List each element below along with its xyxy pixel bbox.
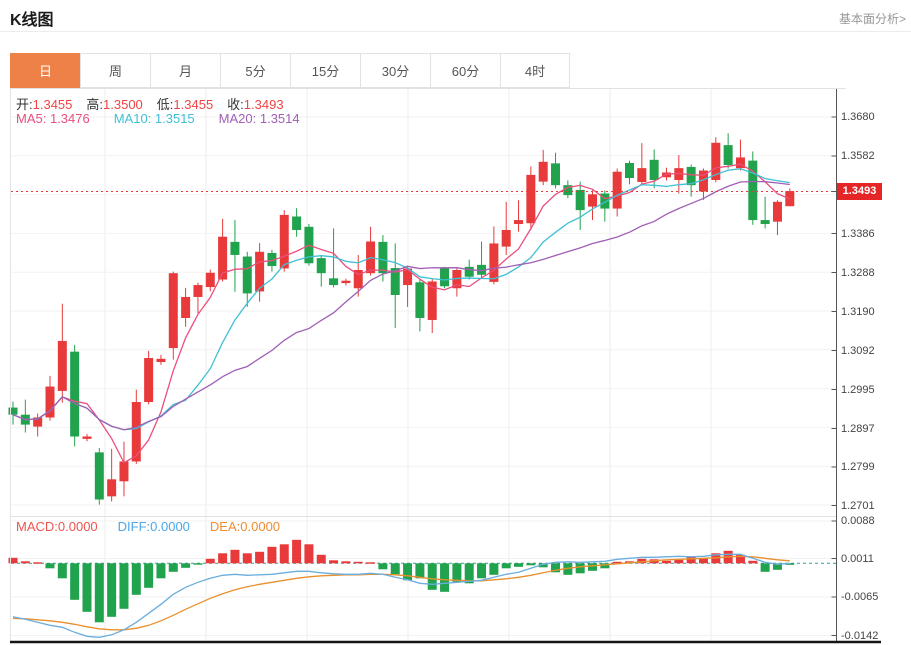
ma5-readout: MA5: 1.3476 <box>16 111 90 126</box>
y-axis-price-label: 1.2701 <box>841 499 875 512</box>
y-axis-macd-label: -0.0142 <box>841 629 879 642</box>
ma-readout: MA5: 1.3476 MA10: 1.3515 MA20: 1.3514 <box>16 111 300 126</box>
ohlc-readout: 开:1.3455 高:1.3500 低:1.3455 收:1.3493 <box>16 94 284 113</box>
y-axis-price-label: 1.3092 <box>841 344 875 357</box>
ma10-readout: MA10: 1.3515 <box>113 111 195 126</box>
y-axis-price-label: 1.2799 <box>841 461 875 473</box>
y-axis-price-label: 1.3386 <box>841 227 875 240</box>
tab-4hour[interactable]: 4时 <box>500 53 570 88</box>
macd-value: MACD:0.0000 <box>16 519 98 534</box>
y-axis-macd-label: -0.0065 <box>841 591 879 603</box>
tab-15min[interactable]: 15分 <box>290 53 360 88</box>
header-divider <box>0 31 911 32</box>
y-axis-price-label: 1.3288 <box>841 266 875 279</box>
diff-value: DIFF:0.0000 <box>117 519 190 534</box>
close-readout: 收:1.3493 <box>227 97 284 112</box>
period-tab-bar: 日 周 月 5分 15分 30分 60分 4时 <box>10 53 846 89</box>
y-axis-price-label: 1.2995 <box>841 383 875 396</box>
y-axis-price-label: 1.3190 <box>841 305 875 318</box>
tab-day[interactable]: 日 <box>10 53 80 88</box>
fundamental-analysis-link[interactable]: 基本面分析> <box>838 12 906 26</box>
open-readout: 开:1.3455 <box>16 97 73 112</box>
current-price-badge: 1.3493 <box>837 183 882 200</box>
low-readout: 低:1.3455 <box>156 97 214 112</box>
macd-readout: MACD:0.0000 DIFF:0.0000 DEA:0.0000 <box>16 519 280 534</box>
ma20-readout: MA20: 1.3514 <box>218 111 300 126</box>
page-title: K线图 <box>10 12 54 29</box>
tab-month[interactable]: 月 <box>150 53 220 88</box>
tab-5min[interactable]: 5分 <box>220 53 290 88</box>
chart-plot-area[interactable] <box>11 89 836 642</box>
tab-30min[interactable]: 30分 <box>360 53 430 88</box>
tab-week[interactable]: 周 <box>80 53 150 88</box>
y-axis-macd-label: 0.0011 <box>841 552 874 565</box>
high-readout: 高:1.3500 <box>86 97 143 112</box>
y-axis-price-label: 1.2897 <box>841 422 875 435</box>
tab-60min[interactable]: 60分 <box>430 53 500 88</box>
dea-value: DEA:0.0000 <box>209 519 281 534</box>
y-axis-price-label: 1.3582 <box>841 150 875 162</box>
y-axis-price-label: 1.3680 <box>841 111 875 123</box>
y-axis-macd-label: 0.0088 <box>841 515 875 527</box>
